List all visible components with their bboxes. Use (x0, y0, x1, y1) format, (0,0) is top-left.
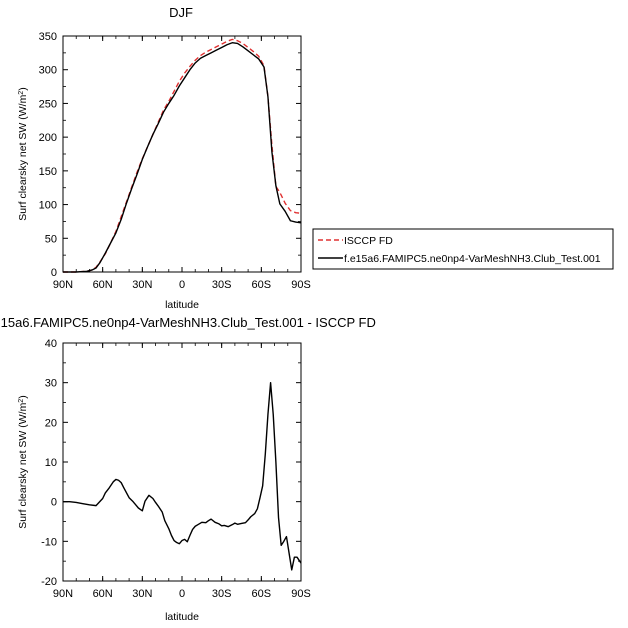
bottom-x-tick-label: 60N (93, 588, 113, 600)
legend: ISCCP FD f.e15a6.FAMIPC5.ne0np4-VarMeshN… (312, 228, 614, 270)
bottom-series-line-0 (63, 381, 302, 571)
top-x-tick-label: 0 (179, 279, 185, 291)
top-x-tick-label: 60S (252, 279, 272, 291)
bottom-x-tick-label: 90S (291, 588, 311, 600)
top-x-tick-label: 30S (212, 279, 232, 291)
top-y-tick-label: 250 (39, 98, 57, 110)
top-x-tick-label: 90N (53, 279, 73, 291)
top-y-axis-label-text: Surf clearsky net SW (W/m (17, 94, 29, 220)
bottom-x-axis-label: latitude (165, 611, 199, 623)
bottom-y-tick-label: 20 (45, 417, 57, 429)
top-x-tick-label: 30N (132, 279, 152, 291)
bottom-chart-title: f.e15a6.FAMIPC5.ne0np4-VarMeshNH3.Club_T… (0, 315, 376, 330)
top-y-tick-label: 0 (51, 267, 57, 279)
bottom-y-tick-label: 10 (45, 457, 57, 469)
top-y-tick-label: 350 (39, 31, 57, 43)
bottom-x-tick-label: 90N (53, 588, 73, 600)
bottom-y-tick-label: 40 (45, 338, 57, 350)
top-panel: DJF 90N 60N 30N 0 30S 60S 90S 0 50 100 150 200 250 30… (17, 5, 614, 311)
bottom-y-tick-label: 30 (45, 378, 57, 390)
top-y-tick-label: 50 (45, 233, 57, 245)
bottom-y-axis-label-text: Surf clearsky net SW (W/m (17, 402, 29, 528)
bottom-y-tick-label: 0 (51, 497, 57, 509)
legend-label-model: f.e15a6.FAMIPC5.ne0np4-VarMeshNH3.Club_T… (344, 253, 601, 265)
top-y-axis-label: Surf clearsky net SW (W/m2) (17, 87, 29, 220)
legend-label-isccp: ISCCP FD (344, 235, 393, 247)
bottom-y-axis-label-sup: 2 (18, 399, 25, 403)
bottom-y-axis-label-close: ) (17, 395, 29, 399)
top-x-tick-label: 90S (291, 279, 311, 291)
top-x-axis-label: latitude (165, 299, 199, 311)
bottom-panel: f.e15a6.FAMIPC5.ne0np4-VarMeshNH3.Club_T… (0, 315, 376, 623)
top-y-tick-label: 100 (39, 200, 57, 212)
top-y-axis-label-close: ) (17, 87, 29, 91)
bottom-y-tick-label: -20 (41, 576, 57, 588)
top-y-tick-label: 300 (39, 65, 57, 77)
bottom-y-axis-label: Surf clearsky net SW (W/m2) (17, 395, 29, 528)
bottom-y-tick-label: -10 (41, 536, 57, 548)
top-chart-title: DJF (169, 5, 193, 20)
top-series-line-1 (63, 42, 302, 273)
bottom-x-tick-label: 0 (179, 588, 185, 600)
top-y-tick-label: 150 (39, 166, 57, 178)
bottom-x-tick-label: 60S (252, 588, 272, 600)
legend-frame (312, 228, 614, 270)
top-y-axis-label-sup: 2 (18, 91, 25, 95)
top-y-tick-label: 200 (39, 132, 57, 144)
bottom-x-tick-label: 30N (132, 588, 152, 600)
bottom-x-tick-label: 30S (212, 588, 232, 600)
top-x-tick-label: 60N (93, 279, 113, 291)
